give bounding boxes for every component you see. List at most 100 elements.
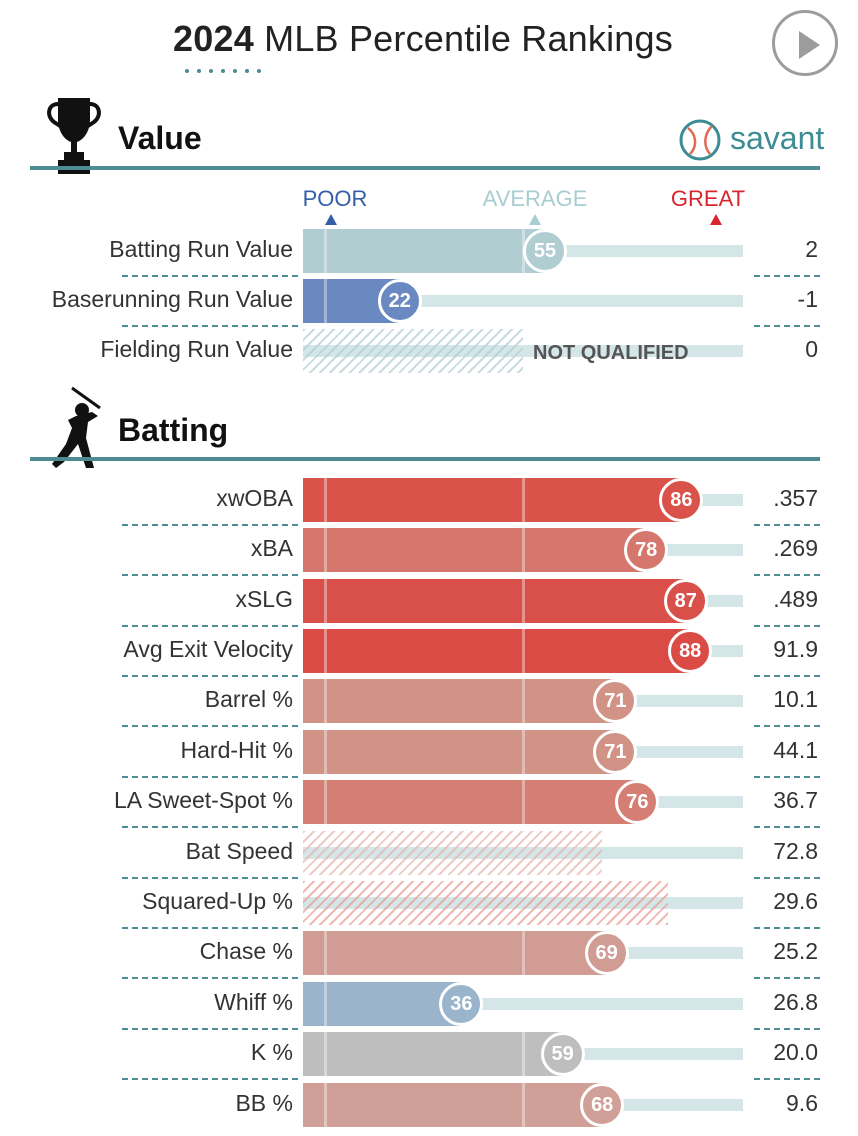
grid-line — [522, 1083, 525, 1127]
row-separator — [122, 675, 298, 677]
row-separator — [754, 776, 820, 778]
metric-row[interactable]: Bat Speed 72.8 — [0, 830, 858, 880]
grid-line — [522, 931, 525, 975]
percentile-bar — [303, 730, 616, 774]
percentile-circle[interactable]: 36 — [439, 982, 484, 1026]
metric-row[interactable]: Baserunning Run Value -1 — [0, 278, 858, 328]
metric-label: Baserunning Run Value — [51, 286, 293, 312]
section-title-value: Value — [118, 120, 202, 156]
metric-row[interactable]: Barrel % 10.1 — [0, 678, 858, 728]
row-separator — [754, 675, 820, 677]
grid-line — [522, 478, 525, 522]
metric-row[interactable]: Chase % 25.2 — [0, 930, 858, 980]
title-dots-decoration — [185, 69, 261, 73]
metric-value: 26.8 — [773, 989, 818, 1015]
metric-label: Whiff % — [214, 989, 293, 1015]
percentile-circle[interactable]: 88 — [668, 629, 713, 673]
row-separator — [754, 625, 820, 627]
grid-line — [324, 229, 327, 273]
row-separator — [754, 1078, 820, 1080]
row-separator — [122, 625, 298, 627]
row-separator — [754, 826, 820, 828]
poor-marker-icon — [325, 214, 337, 225]
metric-row[interactable]: BB % 9.6 — [0, 1082, 858, 1132]
metric-label: BB % — [235, 1090, 293, 1116]
metric-value: .269 — [773, 535, 818, 561]
metric-value: 0 — [805, 336, 818, 362]
row-separator — [754, 725, 820, 727]
metric-row[interactable]: Avg Exit Velocity 91.9 — [0, 628, 858, 678]
metric-value: 91.9 — [773, 636, 818, 662]
metric-value: 9.6 — [786, 1090, 818, 1116]
percentile-circle[interactable]: 22 — [377, 279, 422, 323]
percentile-bar — [303, 1032, 563, 1076]
grid-line — [324, 279, 327, 323]
section-rule-value — [30, 166, 820, 170]
row-separator — [122, 776, 298, 778]
row-separator — [122, 325, 298, 327]
percentile-circle[interactable]: 55 — [523, 229, 567, 273]
row-separator — [754, 275, 820, 277]
row-separator — [122, 1078, 298, 1080]
row-separator — [122, 877, 298, 879]
percentile-circle[interactable]: 78 — [624, 528, 669, 572]
row-separator — [754, 927, 820, 929]
metric-row[interactable]: Squared-Up % 29.6 — [0, 880, 858, 930]
row-separator — [122, 977, 298, 979]
savant-brand[interactable]: savant — [730, 120, 825, 156]
metric-row[interactable]: xBA .269 — [0, 527, 858, 577]
grid-line — [324, 528, 327, 572]
play-icon — [799, 31, 820, 59]
scale-label-average: AVERAGE — [482, 186, 588, 211]
title-year: 2024 — [173, 18, 254, 59]
percentile-bar — [303, 629, 691, 673]
metric-row[interactable]: xwOBA .357 — [0, 477, 858, 527]
percentile-circle[interactable]: 71 — [593, 679, 638, 723]
percentile-circle[interactable]: 76 — [615, 780, 660, 824]
percentile-circle[interactable]: 68 — [580, 1083, 625, 1127]
metric-row[interactable]: LA Sweet-Spot % 36.7 — [0, 779, 858, 829]
metric-value: .357 — [773, 485, 818, 511]
row-separator — [754, 574, 820, 576]
metric-label: Chase % — [199, 938, 293, 964]
percentile-bar — [303, 931, 607, 975]
grid-line — [324, 679, 327, 723]
metric-row[interactable]: Hard-Hit % 44.1 — [0, 729, 858, 779]
grid-line — [522, 528, 525, 572]
grid-line — [324, 1032, 327, 1076]
grid-line — [324, 579, 327, 623]
percentile-bar — [303, 478, 682, 522]
trophy-icon — [47, 98, 101, 174]
play-button[interactable] — [772, 10, 838, 76]
section-rule-batting — [30, 457, 820, 461]
row-separator — [122, 275, 298, 277]
metric-row[interactable]: xSLG .489 — [0, 578, 858, 628]
percentile-circle[interactable]: 71 — [593, 730, 638, 774]
percentile-circle[interactable]: 86 — [659, 478, 704, 522]
section-title-batting: Batting — [118, 412, 229, 448]
batter-icon — [52, 386, 101, 468]
metric-row[interactable]: Whiff % 26.8 — [0, 981, 858, 1031]
metric-value: 25.2 — [773, 938, 818, 964]
metric-label: xwOBA — [216, 485, 293, 511]
page-title: 2024 MLB Percentile Rankings — [0, 18, 846, 60]
grid-line — [522, 679, 525, 723]
percentile-bar — [303, 528, 647, 572]
percentile-circle[interactable]: 69 — [584, 931, 629, 975]
percentile-circle[interactable]: 87 — [663, 579, 708, 623]
grid-line — [522, 1032, 525, 1076]
metric-row[interactable]: Fielding Run Value 0 NOT QUALIFIED — [0, 328, 858, 378]
row-separator — [754, 325, 820, 327]
metric-row[interactable]: Batting Run Value 2 — [0, 228, 858, 278]
percentile-bar — [303, 229, 545, 273]
not-qualified-text: NOT QUALIFIED — [533, 342, 689, 364]
percentile-bar — [303, 982, 462, 1026]
metric-value: 20.0 — [773, 1039, 818, 1065]
scale-label-great: GREAT — [670, 186, 746, 211]
percentile-circle[interactable]: 59 — [540, 1032, 585, 1076]
baseball-icon — [679, 119, 721, 161]
metric-value: .489 — [773, 586, 818, 612]
metric-label: Barrel % — [204, 686, 293, 712]
grid-line — [324, 478, 327, 522]
metric-row[interactable]: K % 20.0 — [0, 1031, 858, 1081]
